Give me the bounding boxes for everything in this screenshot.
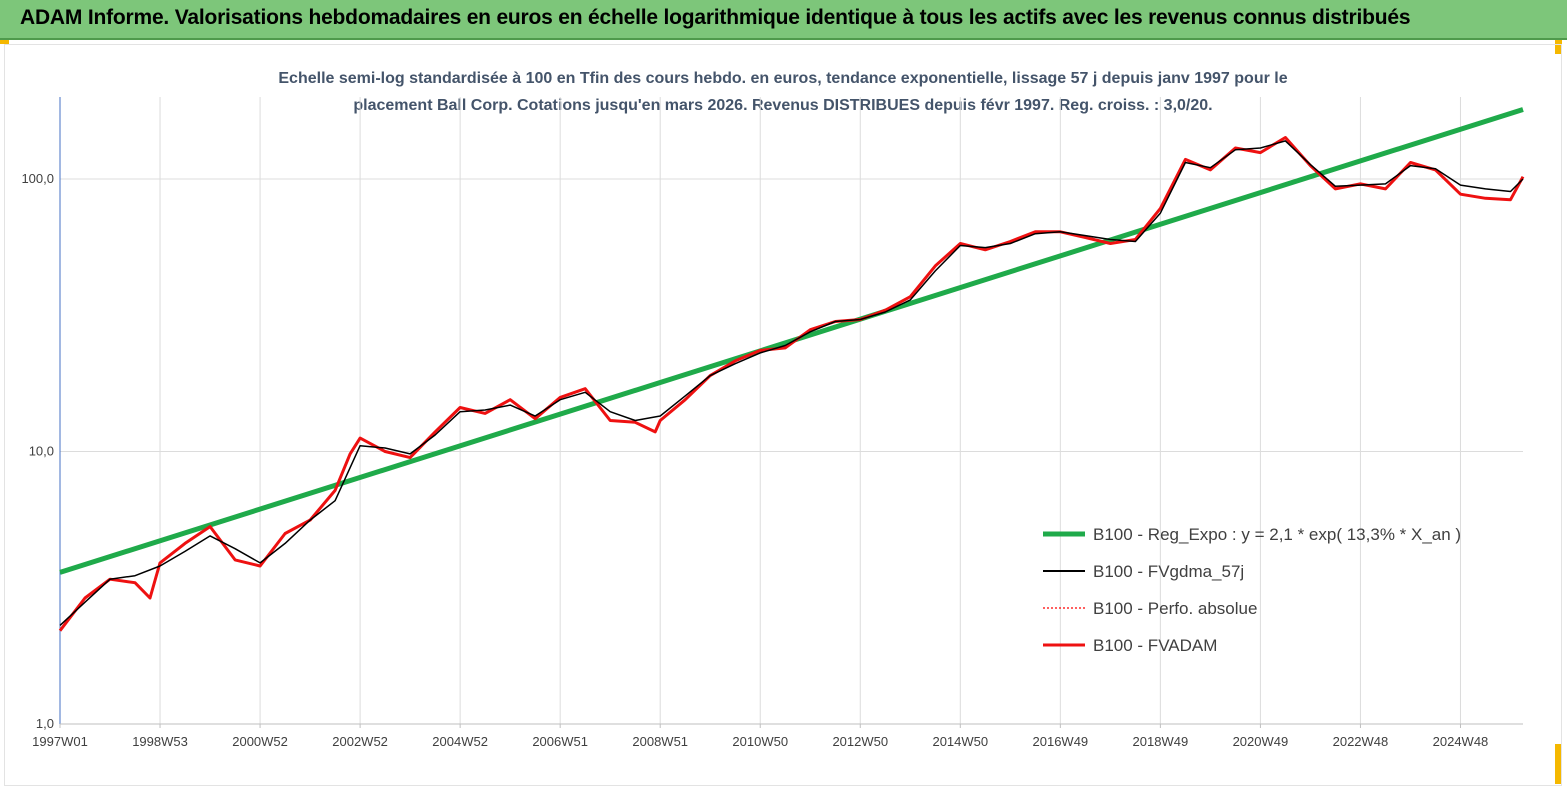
x-tick-label: 2018W49	[1133, 734, 1189, 749]
x-tick-label: 2010W50	[732, 734, 788, 749]
y-tick-label: 10,0	[29, 444, 54, 459]
x-tick-label: 2000W52	[232, 734, 288, 749]
series-line-3	[58, 136, 1525, 632]
corner-mark-top-right	[1555, 40, 1562, 54]
axes: 1,0 10,0 100,0 1997W01 1998W53 2000W52 2002W52…	[21, 97, 1523, 749]
legend-label: B100 - FVADAM	[1093, 636, 1217, 655]
chart-subtitle-line: placement Ball Corp. Cotations jusqu'en …	[353, 97, 1212, 114]
x-tick-label: 2014W50	[932, 734, 988, 749]
x-tick-label: 2024W48	[1433, 734, 1489, 749]
legend-label: B100 - FVgdma_57j	[1093, 562, 1244, 581]
x-tick-label: 2022W48	[1333, 734, 1389, 749]
series-line-1	[59, 140, 1524, 626]
legend-label: B100 - Reg_Expo : y = 2,1 * exp( 13,3% *…	[1093, 525, 1461, 544]
legend-label: B100 - Perfo. absolue	[1093, 599, 1257, 618]
series	[58, 107, 1525, 632]
grid	[59, 97, 1523, 725]
series-line-0	[59, 107, 1524, 575]
x-tick-label: 2020W49	[1233, 734, 1289, 749]
chart-subtitle-line: Echelle semi-log standardisée à 100 en T…	[278, 70, 1287, 87]
report-title: ADAM Informe. Valorisations hebdomadaire…	[20, 6, 1411, 29]
chart-frame: Echelle semi-log standardisée à 100 en T…	[4, 44, 1562, 786]
x-tick-label: 2006W51	[532, 734, 588, 749]
title-banner: ADAM Informe. Valorisations hebdomadaire…	[0, 0, 1567, 40]
chart: Echelle semi-log standardisée à 100 en T…	[21, 70, 1525, 749]
x-tick-label: 2008W51	[632, 734, 688, 749]
corner-mark-top-left	[0, 40, 9, 44]
y-tick-label: 1,0	[36, 716, 54, 731]
x-tick-label: 1997W01	[32, 734, 88, 749]
x-tick-label: 2004W52	[432, 734, 488, 749]
y-tick-label: 100,0	[21, 171, 54, 186]
corner-mark-bottom-right	[1555, 744, 1562, 784]
x-tick-label: 1998W53	[132, 734, 188, 749]
chart-subtitle: Echelle semi-log standardisée à 100 en T…	[278, 70, 1287, 114]
x-tick-label: 2002W52	[332, 734, 388, 749]
x-tick-label: 2016W49	[1033, 734, 1089, 749]
legend: B100 - Reg_Expo : y = 2,1 * exp( 13,3% *…	[1043, 525, 1461, 655]
x-tick-label: 2012W50	[832, 734, 888, 749]
